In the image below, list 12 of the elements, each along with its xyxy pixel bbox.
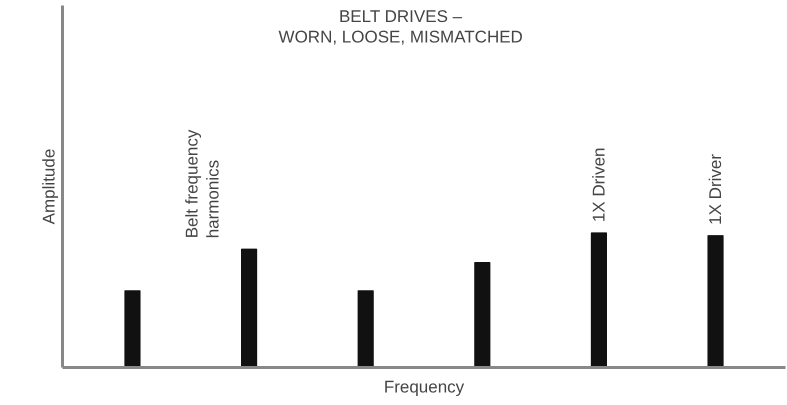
- bar: [124, 290, 141, 368]
- bar: [358, 290, 374, 368]
- bar: [707, 235, 724, 368]
- text: 1X Driver: [706, 154, 726, 225]
- text: 1X Driven: [589, 148, 608, 222]
- chart-title: BELT DRIVES – WORN, LOOSE, MISMATCHED: [278, 6, 523, 47]
- bar: [590, 232, 607, 368]
- annotation: Belt frequency harmonics: [182, 129, 222, 238]
- bar: [474, 262, 490, 368]
- bar: [241, 248, 258, 368]
- x-axis-title: Frequency: [384, 378, 465, 396]
- y-axis-title: Amplitude: [40, 148, 58, 224]
